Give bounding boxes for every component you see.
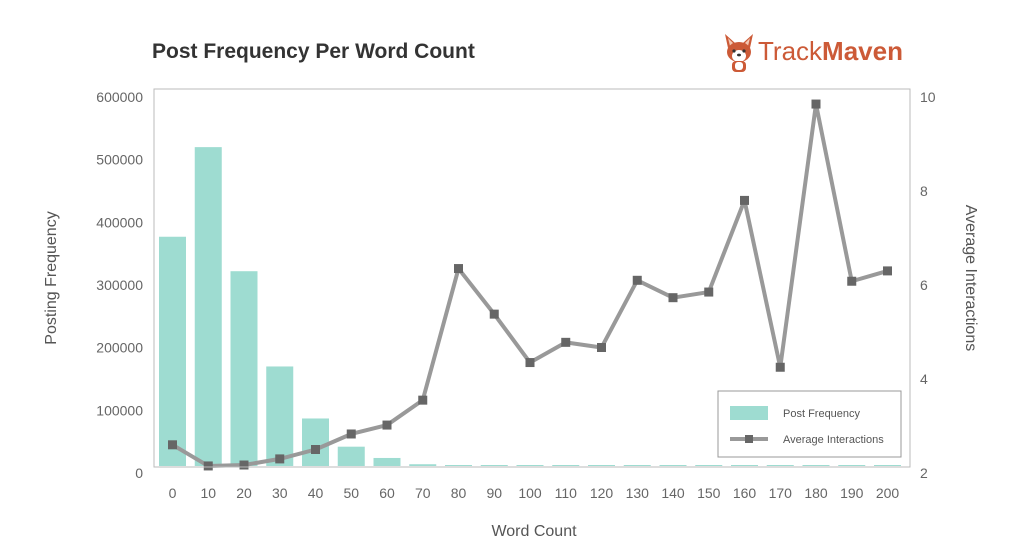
bar-140 [659,465,687,466]
y2-tick-label: 4 [920,371,928,387]
brand-name: TrackMaven [758,36,903,67]
bar-120 [588,465,615,466]
line-point-120 [597,343,606,353]
bar-170 [766,465,794,466]
x-tick-label: 90 [486,485,502,501]
legend-marker-average-interactions [745,435,753,443]
line-point-0 [168,440,177,450]
y2-axis-label: Average Interactions [962,205,979,351]
line-point-100 [525,358,535,368]
line-point-10 [203,461,213,471]
bar-180 [802,465,830,466]
y-tick-label: 600000 [96,89,143,105]
bar-50 [337,446,365,466]
x-tick-label: 170 [769,485,793,501]
line-point-190 [847,276,857,286]
y2-axis-ticks: 2 4 6 8 10 [920,89,936,481]
x-tick-label: 100 [518,485,542,501]
y2-tick-label: 6 [920,277,928,293]
y-tick-label: 400000 [96,214,143,230]
chart-title: Post Frequency Per Word Count [152,40,475,63]
line-point-40 [311,445,320,454]
bar-60 [373,457,401,466]
bar-160 [731,465,758,466]
y-tick-label: 300000 [96,277,143,293]
line-point-60 [382,420,392,430]
line-point-20 [239,460,249,470]
y-axis-ticks: 0 100000 200000 300000 400000 500000 600000 [96,89,143,481]
line-point-30 [275,454,285,464]
bar-70 [409,464,437,466]
legend-swatch-post-frequency [730,406,768,420]
legend-label-post-frequency: Post Frequency [783,408,861,420]
legend-box [717,390,902,458]
bar-190 [838,465,866,466]
line-point-150 [704,287,714,297]
y2-tick-label: 10 [920,89,936,105]
corgi-dog-icon [725,34,753,72]
line-point-70 [418,395,428,405]
x-tick-label: 60 [379,485,395,501]
x-tick-label: 10 [200,485,216,501]
bar-series [159,147,901,466]
bar-200 [874,465,901,466]
x-tick-label: 180 [804,485,828,501]
bar-150 [695,465,723,466]
y2-tick-label: 2 [920,465,928,481]
x-axis-label: Word Count [491,523,577,540]
line-point-80 [454,264,463,274]
y2-tick-label: 8 [920,183,928,199]
line-series [168,99,892,471]
x-tick-label: 140 [661,485,685,501]
line-point-170 [775,362,785,372]
x-tick-label: 190 [840,485,864,501]
bar-80 [445,465,472,466]
x-tick-label: 30 [272,485,288,501]
line-point-130 [632,275,642,285]
bar-90 [480,465,508,466]
x-axis-ticks: 0 10 20 30 40 50 60 70 80 90 100 110 120 130 140 150 160… [169,485,900,501]
bar-100 [516,465,544,466]
brand-name-part2: Maven [822,36,903,66]
x-tick-label: 110 [555,485,578,501]
line-point-110 [561,337,571,347]
brand-name-part1: Track [758,36,823,66]
y-axis-label: Posting Frequency [43,211,60,344]
bar-30 [266,366,294,466]
line-point-180 [811,99,821,109]
x-tick-label: 200 [876,485,900,501]
x-tick-label: 40 [308,485,324,501]
y-tick-label: 500000 [96,152,143,168]
bar-40 [302,418,329,466]
x-tick-label: 80 [451,485,467,501]
line-point-90 [489,309,499,319]
bar-110 [552,465,580,466]
legend-label-average-interactions: Average Interactions [783,434,884,446]
x-tick-label: 0 [169,485,177,501]
x-tick-label: 130 [626,485,650,501]
x-tick-label: 70 [415,485,431,501]
line-point-200 [883,266,892,276]
brand-logo: TrackMaven [722,32,922,76]
x-tick-label: 20 [236,485,252,501]
y-tick-label: 200000 [96,340,143,356]
x-tick-label: 50 [343,485,359,501]
x-tick-label: 150 [697,485,721,501]
line-point-160 [740,195,749,205]
x-tick-label: 160 [733,485,757,501]
legend: Post Frequency Average Interactions [717,390,902,458]
line-point-50 [346,429,356,439]
bar-0 [159,236,186,466]
bar-130 [623,465,651,466]
y-tick-label: 100000 [96,402,143,418]
x-tick-label: 120 [590,485,614,501]
bar-10 [194,147,222,466]
line-point-140 [668,293,678,303]
y-tick-label: 0 [135,465,143,481]
bar-20 [230,271,258,466]
